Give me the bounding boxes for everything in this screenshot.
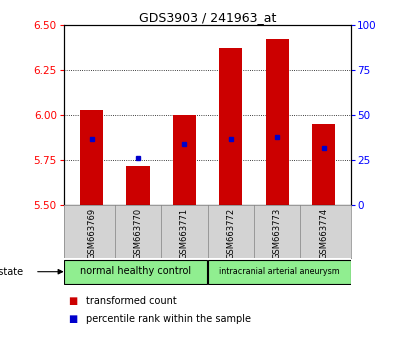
Text: GSM663771: GSM663771 (180, 208, 189, 259)
Bar (312, 124, 335, 205)
Text: disease state: disease state (0, 267, 23, 277)
Text: normal healthy control: normal healthy control (80, 266, 191, 276)
Bar (266, 39, 289, 205)
Bar (80, 110, 103, 205)
Bar (208, 260, 351, 284)
Text: transformed count: transformed count (86, 296, 177, 306)
Text: intracranial arterial aneurysm: intracranial arterial aneurysm (219, 267, 340, 276)
Text: percentile rank within the sample: percentile rank within the sample (86, 314, 251, 324)
Text: ■: ■ (68, 314, 77, 324)
Text: GSM663773: GSM663773 (272, 208, 282, 259)
Text: GSM663774: GSM663774 (319, 208, 328, 259)
Title: GDS3903 / 241963_at: GDS3903 / 241963_at (139, 11, 276, 24)
Bar (173, 115, 196, 205)
Text: GSM663770: GSM663770 (134, 208, 143, 259)
Text: GSM663772: GSM663772 (226, 208, 235, 259)
Bar (219, 48, 242, 205)
Text: ■: ■ (68, 296, 77, 306)
Text: GSM663769: GSM663769 (87, 208, 96, 259)
Bar (126, 166, 150, 205)
Bar (64, 260, 207, 284)
